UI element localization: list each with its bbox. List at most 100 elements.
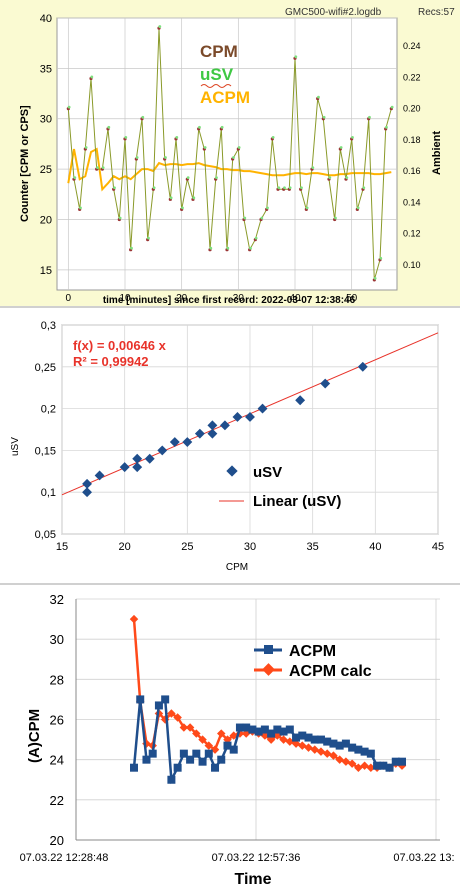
y-tick-label: 28 (50, 672, 64, 687)
y-right-tick-label: 0.20 (403, 104, 421, 114)
usv-point (317, 95, 320, 99)
usv-point (305, 206, 309, 210)
acpm-point (142, 755, 151, 764)
acpm-point (385, 763, 394, 772)
legend-usv: uSV (200, 65, 234, 84)
y-right-tick-label: 0.22 (403, 72, 421, 82)
usv-point (373, 277, 377, 280)
regression-equation: f(x) = 0,00646 x (73, 338, 167, 353)
acpm-calc-point (366, 763, 376, 772)
acpm-calc-point (179, 723, 189, 732)
acpm-point (279, 727, 288, 736)
data-point (132, 453, 143, 464)
acpm-point (354, 745, 363, 754)
x-tick-label: 07.03.22 12:28:48 (20, 852, 109, 864)
usv-point (254, 236, 258, 240)
usv-point (113, 186, 116, 190)
acpm-point (323, 737, 332, 746)
acpm-point (341, 739, 350, 748)
data-point (232, 412, 243, 422)
usv-point (294, 55, 298, 59)
usv-point (147, 236, 150, 240)
legend-cpm: CPM (200, 42, 238, 61)
y-right-tick-label: 0.12 (403, 229, 421, 239)
usv-point (379, 256, 383, 260)
chart-time-series: GMC500-wifi#2.logdb Recs:57 Counter [CPM… (19, 7, 455, 306)
data-point (94, 470, 105, 481)
usv-point (362, 186, 366, 190)
legend-acpm: ACPM (200, 88, 250, 107)
acpm-point (348, 743, 357, 752)
acpm-point (292, 733, 301, 742)
usv-point (271, 135, 275, 139)
acpm-point (173, 763, 182, 772)
usv-point (96, 166, 99, 170)
usv-point (186, 176, 190, 180)
data-point (169, 437, 180, 447)
acpm-point (161, 695, 170, 704)
acpm-point (391, 757, 400, 766)
acpm-point (398, 757, 406, 766)
usv-point (181, 206, 184, 210)
acpm-point (130, 763, 138, 772)
data-point (245, 412, 255, 422)
x-tick-label: 20 (119, 541, 131, 553)
usv-point (79, 206, 82, 210)
usv-point (328, 176, 332, 180)
panel-time-series: GMC500-wifi#2.logdb Recs:57 Counter [CPM… (0, 0, 460, 306)
y-tick-label: 0,2 (41, 404, 56, 416)
separator (0, 306, 460, 308)
usv-point (237, 146, 241, 149)
data-point (82, 487, 93, 498)
acpm-point (223, 741, 232, 750)
acpm-point (360, 747, 369, 756)
y-left-tick-label: 40 (40, 13, 52, 25)
acpm-point (217, 755, 226, 764)
usv-point (220, 125, 224, 129)
acpm-point (379, 761, 388, 770)
spellcheck-underline (200, 84, 232, 88)
y-right-tick-label: 0.16 (403, 166, 421, 176)
usv-point (169, 196, 173, 200)
usv-point (164, 156, 167, 159)
acpm-calc-line (132, 619, 403, 770)
usv-point (300, 186, 303, 190)
usv-point (152, 186, 156, 190)
usv-point (73, 176, 77, 180)
y-tick-label: 0,25 (35, 362, 56, 374)
acpm-point (248, 725, 257, 734)
r-squared: R² = 0,99942 (73, 354, 149, 369)
usv-point (192, 196, 196, 200)
cpm-line (67, 28, 392, 281)
x-tick-label: 0 (66, 293, 72, 304)
x-tick-label: 10 (119, 293, 131, 304)
legend-label-linear: Linear (uSV) (253, 493, 341, 510)
acpm-point (373, 761, 382, 770)
usv-point (339, 146, 343, 149)
x-tick-label: 40 (289, 293, 301, 304)
data-point (144, 453, 155, 464)
x-tick-label: 15 (56, 541, 68, 553)
acpm-point (186, 755, 195, 764)
usv-point (141, 115, 145, 119)
y-tick-label: 24 (50, 753, 64, 768)
record-count: Recs:57 (418, 7, 455, 18)
acpm-calc-point (129, 614, 139, 624)
usv-point (266, 206, 269, 210)
usv-point (322, 115, 326, 119)
y-right-tick-label: 0.24 (403, 41, 421, 51)
acpm-point (229, 745, 238, 754)
y-right-tick-label: 0.14 (403, 197, 421, 207)
legend: ACPM ACPM calc (254, 643, 372, 680)
panel-acpm-comparison: 20 22 24 26 28 30 32 07.03.22 12:28:48 07.03.22 … (0, 585, 460, 894)
acpm-point (136, 695, 145, 704)
data-point (194, 428, 205, 439)
y-tick-label: 30 (50, 632, 64, 647)
y-left-tick-label: 25 (40, 164, 52, 176)
usv-point (311, 166, 315, 170)
acpm-point (179, 749, 188, 758)
acpm-point (366, 749, 375, 758)
usv-point (67, 105, 71, 109)
acpm-point (260, 725, 269, 734)
usv-point (277, 186, 281, 190)
